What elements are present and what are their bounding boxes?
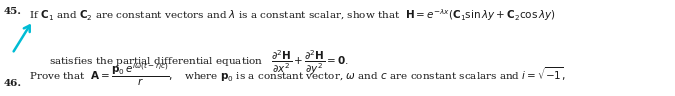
Text: Prove that  $\mathbf{A} = \dfrac{\mathbf{p}_0\, e^{i\omega(t-r/c)}}{r},$   where: Prove that $\mathbf{A} = \dfrac{\mathbf{… <box>26 62 566 88</box>
Text: 46.: 46. <box>3 79 22 88</box>
Text: 45.: 45. <box>3 7 22 16</box>
Text: If $\mathbf{C}_1$ and $\mathbf{C}_2$ are constant vectors and $\lambda$ is a con: If $\mathbf{C}_1$ and $\mathbf{C}_2$ are… <box>26 7 556 23</box>
Text: satisfies the partial differential equation   $\dfrac{\partial^2 \mathbf{H}}{\pa: satisfies the partial differential equat… <box>49 48 349 77</box>
